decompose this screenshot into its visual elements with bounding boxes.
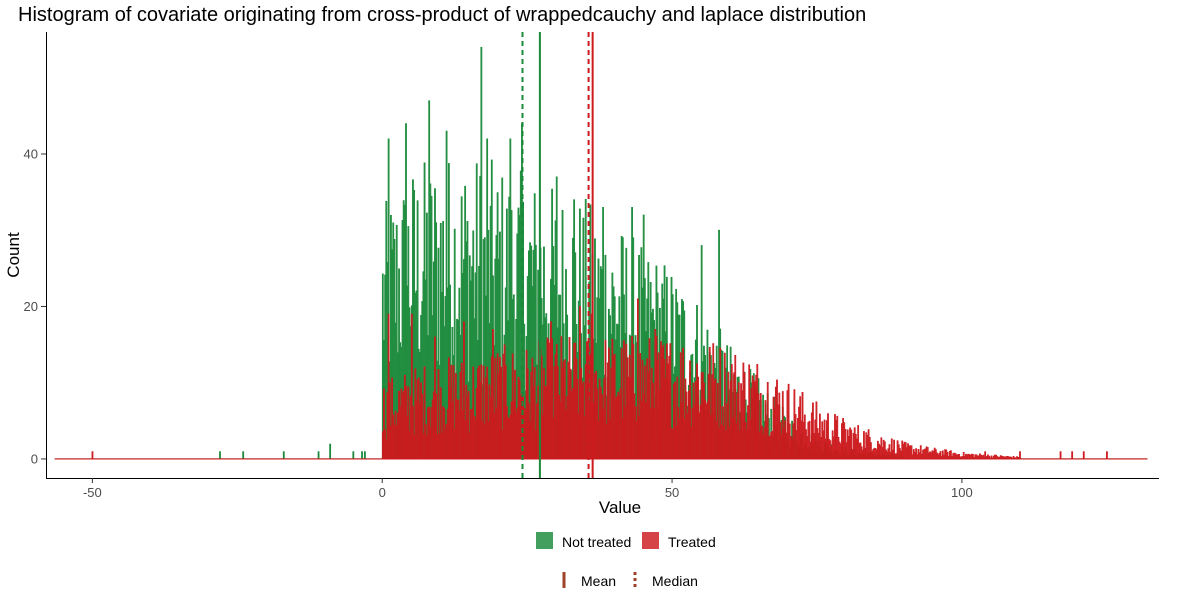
x-tick-label: -50	[83, 485, 102, 500]
treated-outlier-bar	[1071, 451, 1074, 459]
legend-label-median: Median	[652, 573, 698, 589]
reference-lines	[521, 32, 594, 478]
not-treated-outlier-bar	[352, 451, 355, 459]
plot-area	[54, 32, 1148, 478]
x-axis-title: Value	[599, 498, 641, 517]
legend-swatch-treated	[642, 532, 659, 549]
y-tick-label: 40	[24, 146, 38, 161]
chart-title: Histogram of covariate originating from …	[18, 4, 866, 26]
treated-histogram-bars	[381, 298, 1021, 460]
y-tick-label: 0	[31, 451, 38, 466]
treated-outlier-bar	[1019, 451, 1021, 459]
treated-outlier-bar	[1106, 451, 1108, 459]
y-axis-title: Count	[4, 232, 23, 278]
treated-outlier-bar	[1082, 451, 1085, 459]
not-treated-outlier-bar	[317, 451, 320, 459]
fill-legend: Not treated Treated	[536, 532, 716, 550]
x-axis-ticks: -50 0 50 100	[83, 478, 973, 500]
not-treated-outlier-bar	[364, 451, 366, 459]
treated-bars	[54, 298, 1148, 460]
line-legend: Mean Median	[562, 572, 698, 589]
x-tick-label: 0	[379, 485, 386, 500]
legend-label-not-treated: Not treated	[562, 534, 631, 550]
x-tick-label: 50	[665, 485, 679, 500]
not-treated-outlier-bar	[219, 451, 221, 459]
treated-outlier-bar	[984, 451, 987, 459]
treated-outlier-bar	[91, 451, 94, 459]
y-tick-label: 20	[24, 299, 38, 314]
x-tick-label: 100	[951, 485, 973, 500]
y-axis-ticks: 0 20 40	[24, 146, 46, 466]
legend-swatch-not-treated	[536, 532, 553, 549]
not-treated-outlier-bar	[329, 443, 332, 459]
legend-label-treated: Treated	[668, 534, 716, 550]
not-treated-outlier-bar	[282, 451, 285, 459]
not-treated-outlier-bar	[361, 451, 363, 459]
not-treated-outlier-bar	[242, 451, 245, 459]
treated-outlier-bar	[1059, 451, 1062, 459]
legend-label-mean: Mean	[581, 573, 616, 589]
